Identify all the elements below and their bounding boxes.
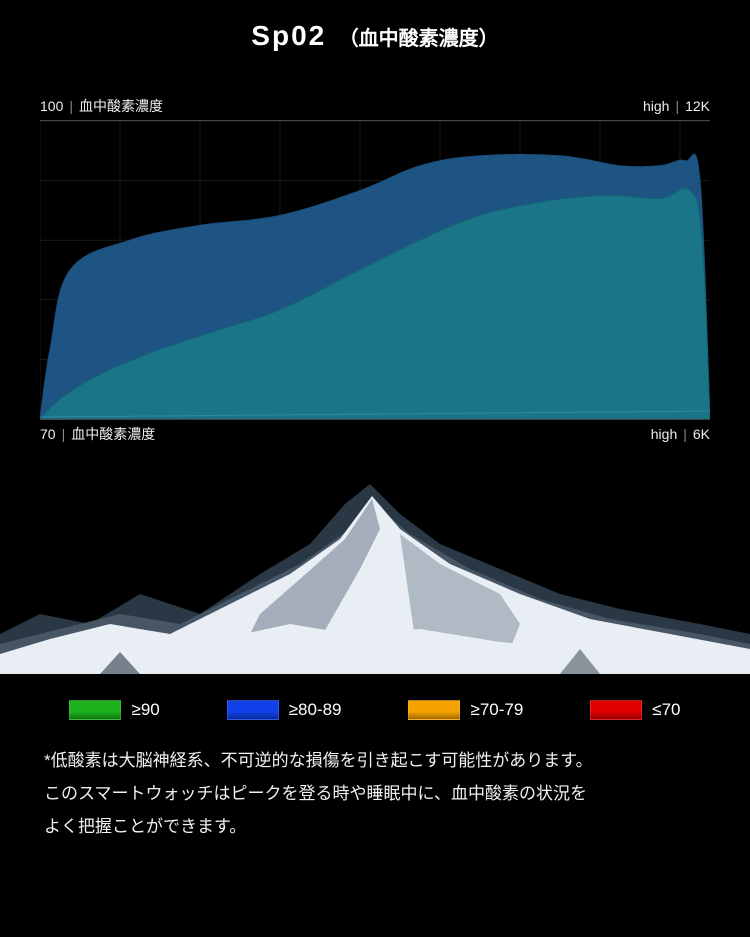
chart-section: 100 | 血中酸素濃度 high | 12K 70 | 血中酸素濃度 <box>0 92 750 448</box>
legend-label: ≥80-89 <box>289 700 342 720</box>
bottom-axis-left-label: 血中酸素濃度 <box>71 424 155 444</box>
axis-separator: | <box>675 98 679 114</box>
area-chart-svg <box>40 121 710 419</box>
bottom-axis-right: high | 6K <box>651 426 710 442</box>
chart-top-axis: 100 | 血中酸素濃度 high | 12K <box>40 92 710 120</box>
axis-separator: | <box>683 426 687 442</box>
mountain-svg <box>0 474 750 674</box>
chart-bottom-axis: 70 | 血中酸素濃度 high | 6K <box>40 420 710 448</box>
legend-swatch <box>69 700 121 720</box>
title-row: Sp02 （血中酸素濃度） <box>0 20 750 52</box>
footnote: *低酸素は大脳神経系、不可逆的な損傷を引き起こす可能性があります。 このスマート… <box>0 730 750 843</box>
legend-label: ≥70-79 <box>470 700 523 720</box>
axis-separator: | <box>69 98 73 114</box>
top-axis-right-value: 12K <box>685 98 710 114</box>
footnote-line2: このスマートウォッチはピークを登る時や睡眠中に、血中酸素の状況を <box>44 777 706 810</box>
title-sub: （血中酸素濃度） <box>339 28 499 50</box>
top-axis-left: 100 | 血中酸素濃度 <box>40 96 163 116</box>
bottom-axis-right-value: 6K <box>693 426 710 442</box>
legend-item: ≤70 <box>590 700 680 720</box>
bottom-axis-left-value: 70 <box>40 426 56 442</box>
title-main: Sp02 <box>251 20 326 51</box>
legend-label: ≥90 <box>131 700 159 720</box>
bottom-axis-left: 70 | 血中酸素濃度 <box>40 424 155 444</box>
legend-item: ≥80-89 <box>227 700 342 720</box>
mountain-image <box>0 474 750 674</box>
legend-item: ≥70-79 <box>408 700 523 720</box>
legend-swatch <box>408 700 460 720</box>
legend-label: ≤70 <box>652 700 680 720</box>
page-root: Sp02 （血中酸素濃度） 100 | 血中酸素濃度 high | 12K <box>0 0 750 937</box>
legend-item: ≥90 <box>69 700 159 720</box>
footnote-line3: よく把握ことができます。 <box>44 810 706 843</box>
axis-separator: | <box>62 426 66 442</box>
top-axis-left-label: 血中酸素濃度 <box>79 96 163 116</box>
legend-row: ≥90 ≥80-89 ≥70-79 ≤70 <box>0 674 750 730</box>
legend-swatch <box>227 700 279 720</box>
footnote-line1: *低酸素は大脳神経系、不可逆的な損傷を引き起こす可能性があります。 <box>44 744 706 777</box>
top-axis-right-label: high <box>643 98 669 114</box>
top-axis-left-value: 100 <box>40 98 63 114</box>
legend-swatch <box>590 700 642 720</box>
bottom-axis-right-label: high <box>651 426 677 442</box>
chart-frame <box>40 120 710 420</box>
top-axis-right: high | 12K <box>643 98 710 114</box>
